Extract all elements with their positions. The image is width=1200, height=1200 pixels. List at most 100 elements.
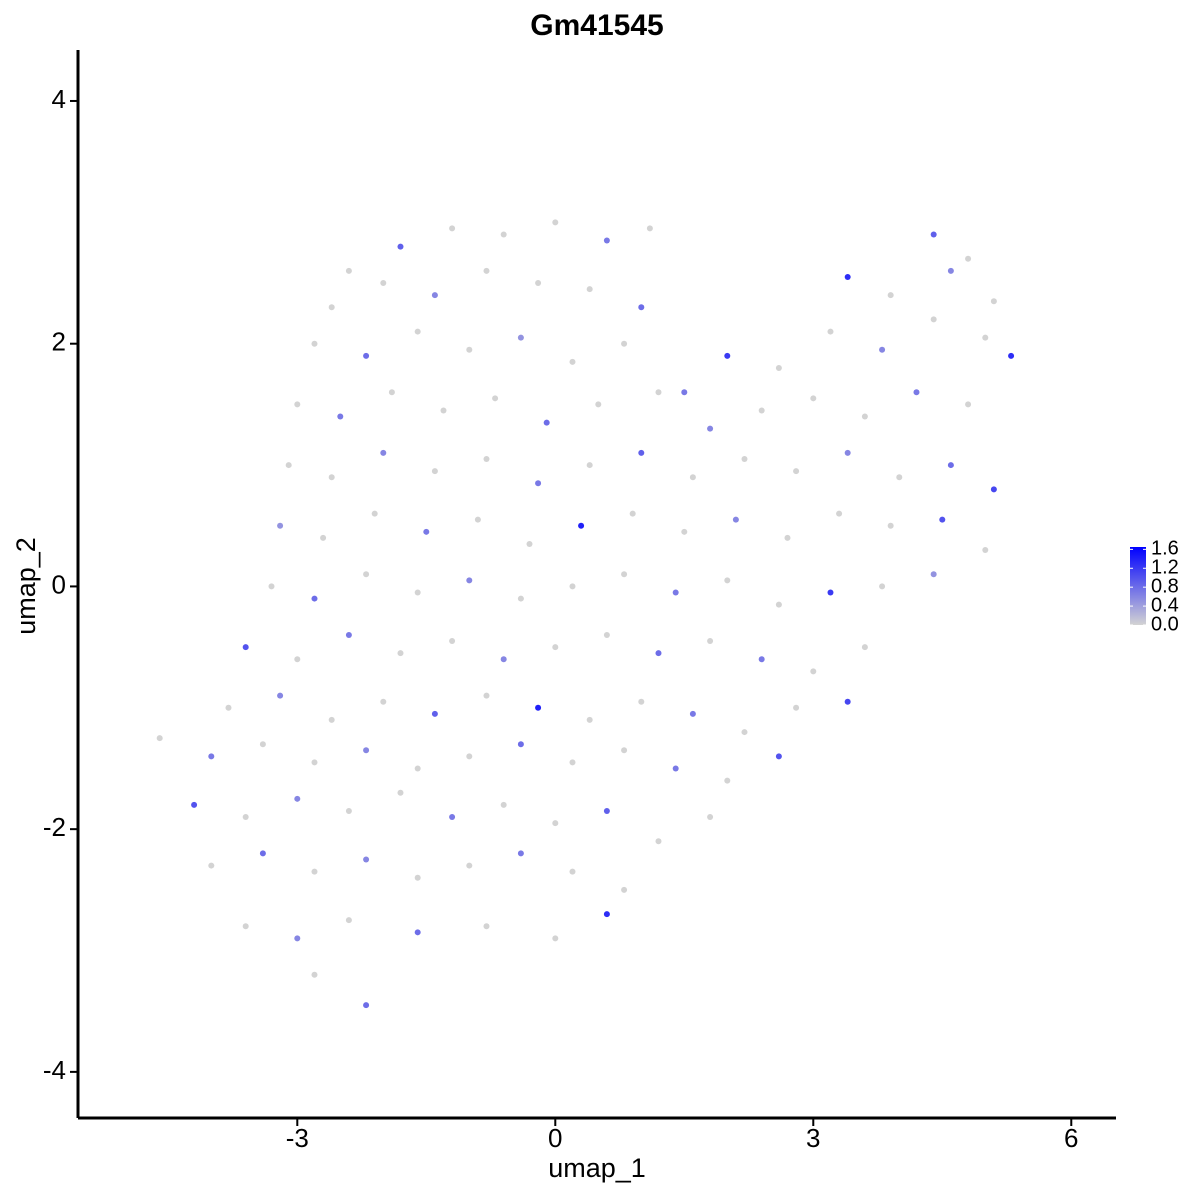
cell-point [732, 516, 739, 523]
cell-point [672, 765, 679, 772]
cell-point [621, 886, 628, 893]
cell-point [423, 528, 430, 535]
cell-point [363, 352, 370, 359]
cell-point [363, 1002, 370, 1009]
cell-point [380, 449, 387, 456]
cell-point [861, 644, 868, 651]
cell-point [388, 389, 395, 396]
cell-point [311, 595, 318, 602]
cell-point [277, 522, 284, 529]
cell-point [268, 583, 275, 590]
cell-point [337, 413, 344, 420]
y-tick-label: -2 [43, 812, 66, 842]
color-tick-label: 0.8 [1151, 575, 1179, 597]
cell-point [294, 656, 301, 663]
cell-point [982, 547, 989, 554]
cell-point [629, 510, 636, 517]
cell-point [896, 474, 903, 481]
x-tick-label: 3 [806, 1123, 820, 1153]
cell-point [913, 389, 920, 396]
cell-point [930, 231, 937, 238]
cell-point [784, 534, 791, 541]
cell-point [294, 795, 301, 802]
cell-point [466, 862, 473, 869]
cell-point [638, 449, 645, 456]
cell-point [259, 741, 266, 748]
cell-point [689, 474, 696, 481]
cell-point [724, 352, 731, 359]
cell-point [586, 286, 593, 293]
cell-point [191, 801, 198, 808]
cell-point [569, 358, 576, 365]
cell-point [277, 692, 284, 699]
cell-point [603, 631, 610, 638]
cell-point [294, 935, 301, 942]
cell-point [793, 704, 800, 711]
cell-point [440, 407, 447, 414]
cell-point [586, 716, 593, 723]
cell-point [810, 395, 817, 402]
cell-point [535, 480, 542, 487]
cell-point [380, 280, 387, 287]
cell-point [311, 759, 318, 766]
cell-point [225, 704, 232, 711]
cell-point [681, 528, 688, 535]
cell-point [500, 231, 507, 238]
cell-point [621, 340, 628, 347]
cell-point [500, 656, 507, 663]
cell-point [483, 923, 490, 930]
cell-point [517, 741, 524, 748]
cell-point [930, 316, 937, 323]
cell-point [345, 267, 352, 274]
cell-point [397, 650, 404, 657]
cell-point [775, 601, 782, 608]
cell-point [724, 777, 731, 784]
cell-point [827, 589, 834, 596]
y-axis-label: umap_2 [11, 537, 41, 635]
x-axis-label: umap_1 [548, 1153, 646, 1183]
color-tick-label: 0.0 [1151, 613, 1179, 635]
cell-point [655, 389, 662, 396]
y-tick-label: 2 [52, 327, 66, 357]
cell-point [414, 874, 421, 881]
cell-point [466, 753, 473, 760]
cell-point [414, 589, 421, 596]
cell-point [285, 462, 292, 469]
cell-point [517, 334, 524, 341]
cell-point [621, 571, 628, 578]
cell-point [242, 923, 249, 930]
cell-point [724, 577, 731, 584]
cell-point [1008, 352, 1015, 359]
cell-point [328, 716, 335, 723]
cell-point [483, 455, 490, 462]
cell-point [363, 571, 370, 578]
cell-point [603, 237, 610, 244]
cell-point [414, 929, 421, 936]
x-tick-label: -3 [286, 1123, 309, 1153]
cell-point [526, 540, 533, 547]
cell-point [844, 698, 851, 705]
cell-point [836, 510, 843, 517]
x-tick-label: 0 [548, 1123, 562, 1153]
cell-point [380, 698, 387, 705]
cell-point [965, 401, 972, 408]
y-tick-label: 0 [52, 569, 66, 599]
cell-point [431, 292, 438, 299]
cell-point [603, 911, 610, 918]
cell-point [345, 917, 352, 924]
cell-point [371, 510, 378, 517]
cell-point [517, 850, 524, 857]
cell-point [363, 856, 370, 863]
color-tick-label: 1.2 [1151, 557, 1179, 579]
y-tick-label: -4 [43, 1055, 66, 1085]
cell-point [569, 583, 576, 590]
cell-point [242, 814, 249, 821]
cell-point [586, 462, 593, 469]
cell-point [311, 971, 318, 978]
cell-point [552, 935, 559, 942]
cell-point [741, 455, 748, 462]
cell-point [474, 516, 481, 523]
cell-point [397, 789, 404, 796]
cell-point [947, 462, 954, 469]
cell-point [758, 407, 765, 414]
